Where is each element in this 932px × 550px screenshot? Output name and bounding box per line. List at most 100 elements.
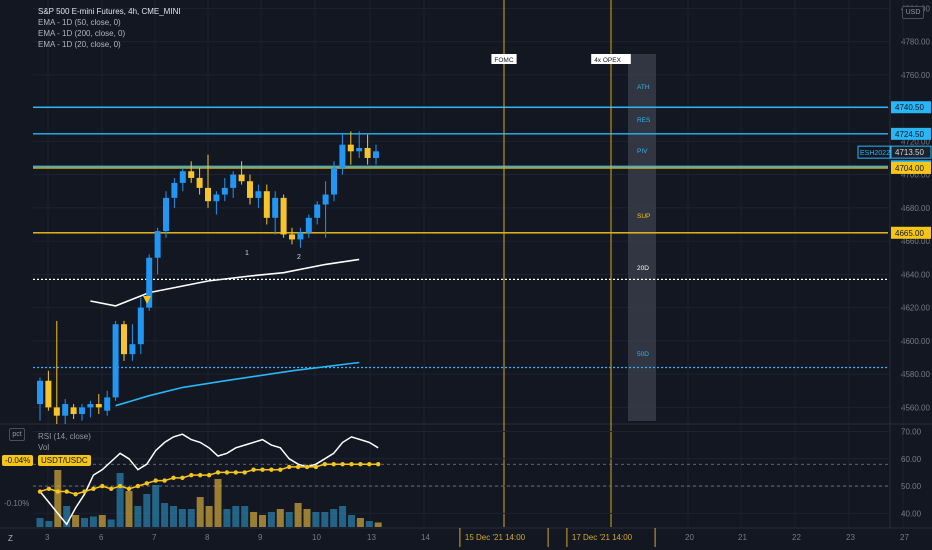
volume-bar <box>303 509 311 527</box>
volume-bar <box>348 515 355 527</box>
candle-body <box>95 404 102 408</box>
rsi-ma-point <box>144 481 149 486</box>
volume-bar <box>232 506 240 527</box>
rsi-ma-point <box>82 489 87 494</box>
sub-y-tick-label: 40.00 <box>901 509 922 518</box>
rsi-ma-point <box>162 478 167 483</box>
rsi-ma-point <box>206 472 212 478</box>
rsi-line <box>39 433 379 526</box>
rsi-ma-point <box>117 483 123 489</box>
x-event-label: 17 Dec '21 14:00 <box>572 533 633 542</box>
rsi-ma-point <box>367 462 372 467</box>
rsi-ma-point <box>189 472 194 478</box>
rsi-ma-point <box>331 462 336 467</box>
candle-body <box>112 324 119 398</box>
volume-bar <box>294 503 302 527</box>
volume-bar <box>250 512 258 527</box>
candle-body <box>163 197 169 232</box>
signal-triangle <box>143 296 151 304</box>
volume-bar <box>267 512 275 527</box>
x-tick-label: 3 <box>45 533 50 542</box>
candle-body <box>196 177 203 188</box>
level-price-label: 4740.50 <box>895 103 924 112</box>
legend-symbol: S&P 500 E-mini Futures, 4h, CME_MINI <box>38 7 181 16</box>
rsi-ma-point <box>251 467 256 472</box>
candle-body <box>238 174 245 182</box>
symbol-tag-label: ESH2022 <box>860 150 890 157</box>
x-tick-label: 9 <box>258 533 263 542</box>
candle-body <box>297 232 304 240</box>
candle-body <box>280 197 287 235</box>
symbol-tag <box>857 145 891 159</box>
volume-bar <box>259 515 266 527</box>
zone-label-ath: ATH <box>637 84 650 91</box>
rsi-ma-point <box>304 464 310 470</box>
volume-bar <box>330 509 338 527</box>
rsi-ma-point <box>91 486 96 491</box>
rsi-ma-point <box>64 489 69 494</box>
candle-body <box>263 191 270 218</box>
x-tick-label: 7 <box>152 533 157 542</box>
indicator-value-left: -0.04% <box>2 455 34 466</box>
rsi-ma-point <box>313 464 319 470</box>
candle-body <box>70 407 77 415</box>
rsi-ma-point <box>242 470 247 475</box>
volume-bar <box>214 479 222 527</box>
level-price-label: 4724.50 <box>895 130 924 139</box>
volume-bar <box>241 506 249 527</box>
ema-line <box>90 258 360 307</box>
candle-body <box>87 404 94 408</box>
candle-body <box>53 407 60 416</box>
x-tick-label: 8 <box>205 533 210 542</box>
level-price-tag <box>891 127 931 140</box>
last-price-label: 4713.50 <box>895 148 924 157</box>
rsi-ma-point <box>55 489 60 494</box>
candle-body <box>331 167 337 195</box>
candle-body <box>171 182 178 198</box>
y-tick-label: 4620.00 <box>901 304 930 313</box>
sub-y-tick-label: 60.00 <box>901 455 922 464</box>
volume-bar <box>89 516 97 527</box>
candle-body <box>154 231 161 258</box>
x-tick-label: 22 <box>792 533 801 542</box>
currency-button[interactable]: USD <box>902 6 924 19</box>
volume-bar <box>223 509 231 527</box>
level-price-tag <box>891 226 931 239</box>
rsi-ma-point <box>198 472 203 478</box>
percent-scale-button[interactable]: pct <box>9 428 25 441</box>
rsi-ma-point <box>135 483 141 489</box>
candle-body <box>255 191 262 198</box>
volume-bar <box>196 497 204 527</box>
level-price-label: 4704.00 <box>895 164 924 173</box>
volume-bar <box>143 494 151 527</box>
indicator-value-pair: USDT/USDC <box>38 455 91 466</box>
event-tag <box>591 54 631 64</box>
rsi-ma-point <box>46 486 52 491</box>
candle-body <box>213 194 220 202</box>
zone-label-res: RES <box>637 117 651 124</box>
x-tick-label: 20 <box>685 533 694 542</box>
level-zone-column <box>628 54 656 421</box>
x-tick-label: 21 <box>738 533 747 542</box>
candle-body <box>137 307 144 345</box>
rsi-ma-point <box>322 462 327 467</box>
rsi-ma-point <box>349 462 354 467</box>
candle-body <box>221 187 228 195</box>
candle-body <box>247 181 253 198</box>
x-tick-label: 10 <box>312 533 321 542</box>
x-event-label: 15 Dec '21 14:00 <box>465 533 526 542</box>
y-tick-label: 4640.00 <box>901 270 930 279</box>
candle-body <box>347 144 354 152</box>
event-tag-label: 4x OPEX <box>594 57 621 64</box>
level-price-label: 4665.00 <box>895 229 924 238</box>
ema-line <box>115 361 360 407</box>
candle-body <box>305 217 312 233</box>
candle-body <box>179 171 186 183</box>
volume-bar <box>205 506 213 527</box>
level-price-tag <box>891 161 931 174</box>
candle-body <box>104 397 111 411</box>
sub-y-tick-label: 50.00 <box>901 482 922 491</box>
volume-bar <box>63 506 71 527</box>
zoom-button[interactable]: Z <box>8 534 13 543</box>
candle-body <box>121 324 127 355</box>
